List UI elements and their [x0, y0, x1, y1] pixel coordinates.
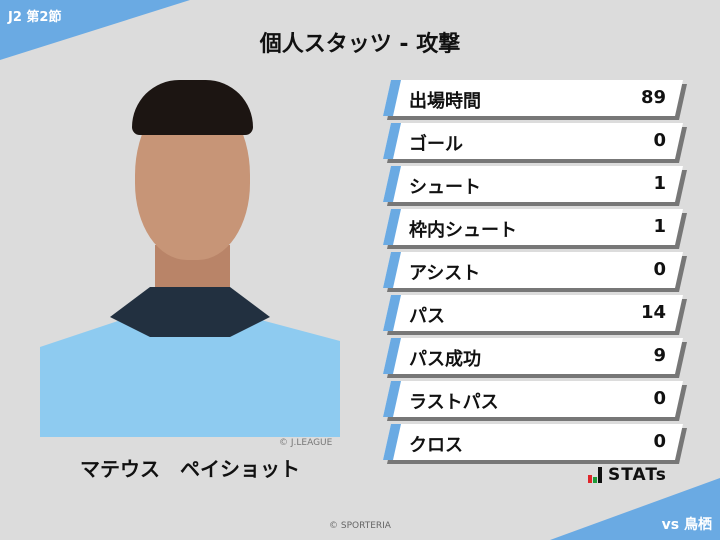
row-bar [383, 123, 683, 159]
stat-label: シュート [409, 177, 481, 198]
stat-label: ラストパス [409, 392, 499, 413]
stat-value: 0 [653, 259, 666, 280]
stat-row: シュート 1 [383, 166, 688, 209]
stat-label: ゴール [409, 134, 463, 155]
stat-row: パス成功 9 [383, 338, 688, 381]
row-bar [383, 80, 683, 116]
stat-row: アシスト 0 [383, 252, 688, 295]
stat-row: ラストパス 0 [383, 381, 688, 424]
stat-label: クロス [409, 435, 463, 456]
row-bar [383, 295, 683, 331]
round-label: J2 第2節 [8, 10, 62, 25]
stat-row: 出場時間 89 [383, 80, 688, 123]
player-photo [40, 75, 340, 437]
stat-label: パス [409, 306, 445, 327]
stats-list: 出場時間 89 ゴール 0 シュート 1 枠内シュート 1 アシスト 0 パス 14 パス成功 9 ラストパ… [383, 80, 688, 467]
logo-text: STATs [608, 465, 667, 485]
stat-value: 9 [653, 345, 666, 366]
copyright: © SPORTERIA [329, 521, 391, 531]
row-bar [383, 209, 683, 245]
stat-label: パス成功 [409, 349, 481, 370]
stat-row: クロス 0 [383, 424, 688, 467]
row-bar [383, 338, 683, 374]
stat-label: 枠内シュート [409, 220, 517, 241]
player-name: マテウス ペイショット [80, 457, 300, 481]
page-title: 個人スタッツ - 攻撃 [259, 32, 461, 57]
stat-value: 0 [653, 431, 666, 452]
stat-row: パス 14 [383, 295, 688, 338]
row-bar [383, 424, 683, 460]
stat-value: 14 [640, 302, 666, 323]
stat-value: 0 [653, 388, 666, 409]
row-bar [383, 381, 683, 417]
stat-label: 出場時間 [409, 91, 481, 112]
stat-value: 0 [653, 130, 666, 151]
opponent-label: vs 鳥栖 [661, 517, 712, 533]
stat-label: アシスト [409, 263, 481, 284]
stat-value: 1 [653, 173, 666, 194]
row-bar [383, 252, 683, 288]
stat-row: 枠内シュート 1 [383, 209, 688, 252]
stat-row: ゴール 0 [383, 123, 688, 166]
photo-credit: © J.LEAGUE [279, 438, 333, 448]
stat-value: 89 [640, 87, 666, 108]
stats-logo: STATs [588, 465, 667, 485]
bar-chart-icon [588, 467, 602, 483]
row-bar [383, 166, 683, 202]
stat-value: 1 [653, 216, 666, 237]
